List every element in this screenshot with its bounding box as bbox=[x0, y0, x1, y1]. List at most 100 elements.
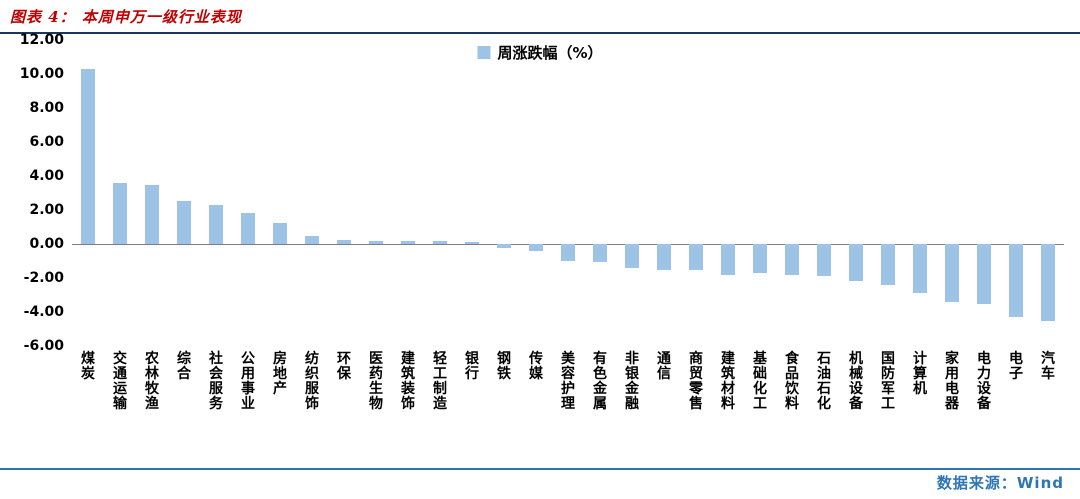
x-category-label: 美容护理 bbox=[561, 351, 575, 413]
x-category-label: 纺织服饰 bbox=[305, 351, 319, 413]
x-category-label: 电子 bbox=[1009, 351, 1023, 383]
bar-轻工制造 bbox=[433, 241, 447, 244]
x-category-label: 食品饮料 bbox=[785, 351, 799, 413]
bar-医药生物 bbox=[369, 240, 383, 244]
x-category-cell: 食品饮料 bbox=[776, 351, 808, 413]
x-category-label: 综合 bbox=[177, 351, 191, 383]
x-category-cell: 有色金属 bbox=[584, 351, 616, 413]
x-category-label: 通信 bbox=[657, 351, 671, 383]
x-category-cell: 基础化工 bbox=[744, 351, 776, 413]
x-category-cell: 交通运输 bbox=[104, 351, 136, 413]
bar-通信 bbox=[657, 244, 671, 271]
x-category-cell: 建筑材料 bbox=[712, 351, 744, 413]
bar-传媒 bbox=[529, 244, 543, 251]
x-category-label: 煤炭 bbox=[81, 351, 95, 383]
bar-建筑装饰 bbox=[401, 240, 415, 244]
x-category-label: 医药生物 bbox=[369, 351, 383, 413]
x-category-cell: 社会服务 bbox=[200, 351, 232, 412]
x-category-label: 公用事业 bbox=[241, 351, 255, 413]
bar-国防军工 bbox=[881, 244, 895, 285]
x-category-cell: 公用事业 bbox=[232, 351, 264, 413]
x-category-label: 汽车 bbox=[1041, 351, 1055, 383]
y-tick-label: 0.00 bbox=[29, 236, 64, 252]
x-category-cell: 纺织服饰 bbox=[296, 351, 328, 413]
x-category-cell: 家用电器 bbox=[936, 351, 968, 413]
bar-房地产 bbox=[273, 222, 287, 244]
x-category-cell: 银行 bbox=[456, 351, 488, 383]
bar-煤炭 bbox=[81, 68, 95, 244]
bar-电子 bbox=[1009, 244, 1023, 318]
x-category-cell: 钢铁 bbox=[488, 351, 520, 383]
x-category-label: 石油石化 bbox=[817, 351, 831, 413]
bar-计算机 bbox=[913, 244, 927, 294]
x-category-cell: 石油石化 bbox=[808, 351, 840, 413]
x-category-cell: 轻工制造 bbox=[424, 351, 456, 413]
bar-社会服务 bbox=[209, 204, 223, 244]
legend-label: 周涨跌幅（%） bbox=[497, 44, 603, 62]
x-category-label: 国防军工 bbox=[881, 351, 895, 413]
bar-公用事业 bbox=[241, 212, 255, 244]
x-category-label: 基础化工 bbox=[753, 351, 767, 413]
y-tick-label: 12.00 bbox=[19, 32, 64, 48]
plot-area: 12.00 10.00 8.00 6.00 4.00 2.00 0.00 -2.00 -4.00… bbox=[20, 32, 1064, 354]
y-tick-label: 8.00 bbox=[29, 100, 64, 116]
x-axis-labels: 煤炭 交通运输 农林牧渔 综合 社会服务 公用事业 房地产 纺织服饰 环保 医药生物 建筑装饰 轻工制… bbox=[72, 351, 1064, 464]
bar-钢铁 bbox=[497, 244, 511, 249]
x-category-cell: 综合 bbox=[168, 351, 200, 383]
x-category-label: 机械设备 bbox=[849, 351, 863, 413]
x-category-cell: 医药生物 bbox=[360, 351, 392, 413]
x-category-label: 交通运输 bbox=[113, 351, 127, 413]
bar-家用电器 bbox=[945, 244, 959, 302]
x-category-label: 商贸零售 bbox=[689, 351, 703, 413]
figure-footer: 数据来源：Wind bbox=[0, 468, 1080, 499]
bar-银行 bbox=[465, 242, 479, 244]
figure-title: 图表 4： 本周申万一级行业表现 bbox=[10, 8, 242, 26]
bar-基础化工 bbox=[753, 244, 767, 273]
x-category-cell: 煤炭 bbox=[72, 351, 104, 383]
x-category-label: 家用电器 bbox=[945, 351, 959, 413]
y-tick-label: -4.00 bbox=[23, 304, 64, 320]
x-category-cell: 美容护理 bbox=[552, 351, 584, 413]
bar-农林牧渔 bbox=[145, 184, 159, 244]
plot-area-wrap: 12.00 10.00 8.00 6.00 4.00 2.00 0.00 -2.00 -4.00… bbox=[20, 32, 1064, 354]
x-category-cell: 环保 bbox=[328, 351, 360, 382]
legend-swatch-icon bbox=[477, 46, 491, 59]
x-category-label: 房地产 bbox=[273, 351, 287, 398]
bar-非银金融 bbox=[625, 244, 639, 268]
bar-食品饮料 bbox=[785, 244, 799, 275]
y-tick-label: -2.00 bbox=[23, 270, 64, 286]
x-category-cell: 电子 bbox=[1000, 351, 1032, 383]
x-category-label: 农林牧渔 bbox=[145, 351, 159, 413]
chart-legend: 周涨跌幅（%） bbox=[477, 42, 603, 63]
x-category-label: 有色金属 bbox=[593, 351, 607, 413]
x-category-cell: 机械设备 bbox=[840, 351, 872, 413]
x-category-cell: 电力设备 bbox=[968, 351, 1000, 412]
x-category-cell: 国防军工 bbox=[872, 351, 904, 413]
bar-有色金属 bbox=[593, 244, 607, 262]
x-category-label: 轻工制造 bbox=[433, 351, 447, 413]
x-category-cell: 商贸零售 bbox=[680, 351, 712, 413]
x-category-label: 传媒 bbox=[529, 351, 543, 383]
y-tick-label: 4.00 bbox=[29, 168, 64, 184]
x-category-label: 钢铁 bbox=[497, 351, 511, 383]
x-category-label: 建筑装饰 bbox=[401, 351, 415, 413]
bar-汽车 bbox=[1041, 244, 1055, 321]
data-source-label: 数据来源：Wind bbox=[936, 474, 1064, 492]
bar-机械设备 bbox=[849, 244, 863, 282]
bar-建筑材料 bbox=[721, 244, 735, 275]
bar-电力设备 bbox=[977, 244, 991, 304]
x-category-label: 银行 bbox=[465, 351, 479, 383]
x-category-label: 建筑材料 bbox=[721, 351, 735, 413]
bar-交通运输 bbox=[113, 182, 127, 244]
y-tick-label: -6.00 bbox=[23, 338, 64, 354]
bar-商贸零售 bbox=[689, 244, 703, 270]
bar-纺织服饰 bbox=[305, 236, 319, 244]
y-tick-label: 6.00 bbox=[29, 134, 64, 150]
bar-石油石化 bbox=[817, 244, 831, 277]
x-category-cell: 农林牧渔 bbox=[136, 351, 168, 413]
x-category-cell: 汽车 bbox=[1032, 351, 1064, 383]
figure-header: 图表 4： 本周申万一级行业表现 bbox=[0, 0, 1080, 34]
y-tick-label: 2.00 bbox=[29, 202, 64, 218]
x-category-cell: 计算机 bbox=[904, 351, 936, 397]
